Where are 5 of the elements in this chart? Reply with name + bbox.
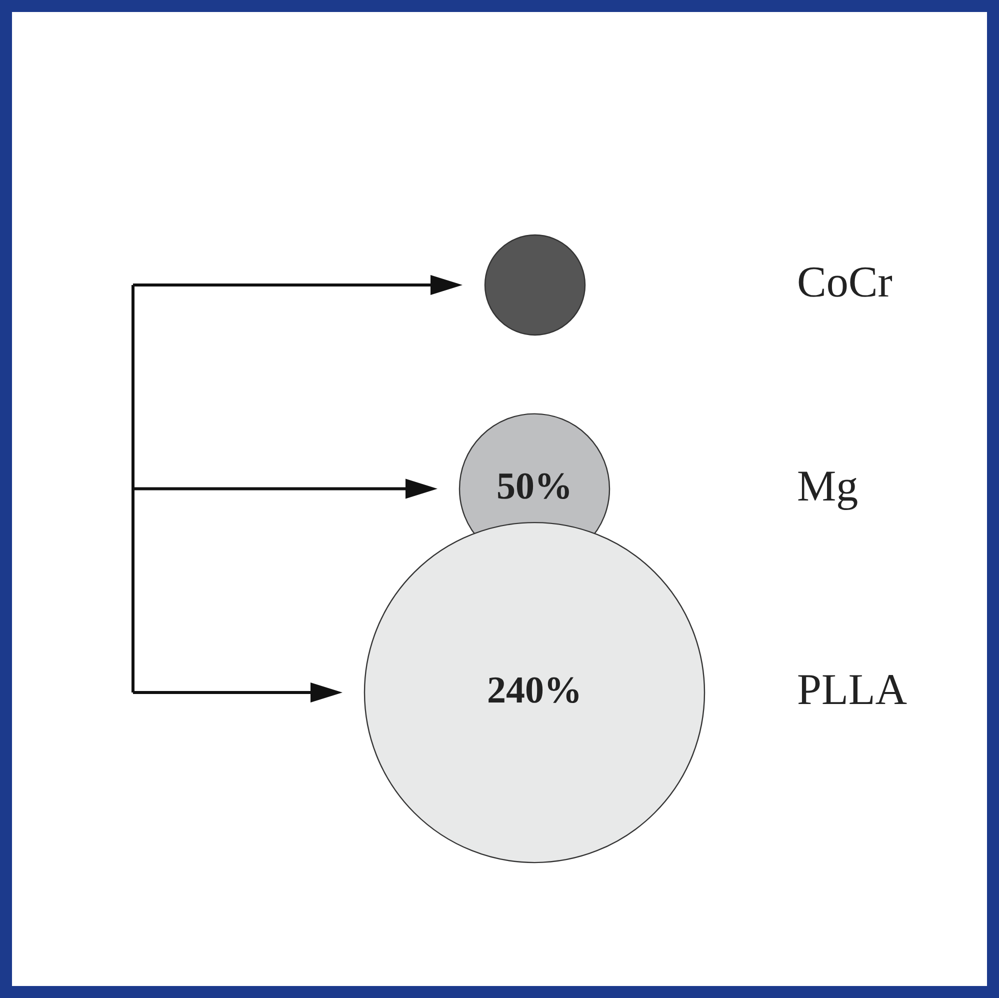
category-label: CoCr <box>797 258 893 307</box>
data-label: 240% <box>487 669 582 712</box>
category-label: Mg <box>797 461 858 510</box>
data-label: 50% <box>496 466 572 508</box>
category-label: PLLA <box>797 665 908 714</box>
